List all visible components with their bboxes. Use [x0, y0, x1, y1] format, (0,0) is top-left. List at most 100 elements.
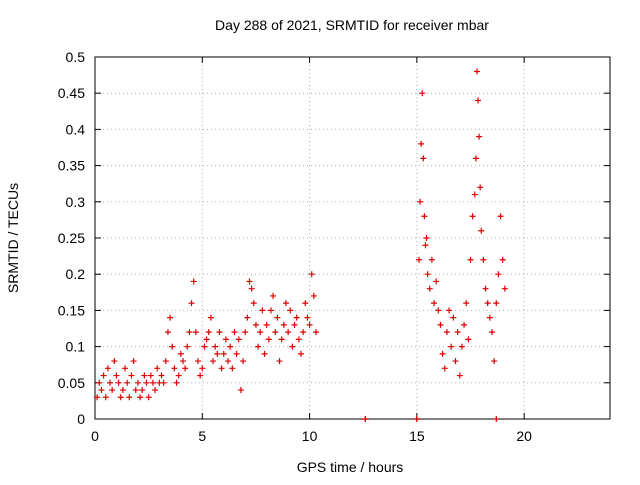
- data-point: [413, 416, 420, 422]
- data-point: [186, 329, 193, 336]
- data-point: [261, 350, 268, 357]
- y-tick-label: 0.35: [58, 158, 85, 174]
- data-point: [423, 235, 430, 241]
- data-point: [248, 285, 255, 292]
- data-point: [190, 278, 197, 285]
- data-point: [477, 184, 484, 191]
- data-point: [246, 278, 253, 285]
- data-point: [197, 372, 204, 379]
- data-point: [154, 365, 161, 372]
- data-point: [240, 358, 247, 365]
- data-point: [428, 256, 435, 263]
- data-point: [237, 387, 244, 394]
- data-point: [259, 307, 266, 314]
- data-point: [270, 292, 277, 299]
- data-point: [456, 372, 463, 379]
- data-point: [424, 271, 431, 278]
- data-point: [278, 336, 285, 343]
- data-point: [448, 343, 455, 350]
- data-point: [137, 394, 144, 401]
- data-point: [302, 300, 309, 307]
- data-point: [102, 394, 109, 401]
- data-point: [158, 372, 165, 379]
- data-point: [433, 278, 440, 285]
- data-point: [192, 329, 199, 336]
- data-point: [289, 343, 296, 350]
- data-point: [167, 314, 174, 321]
- data-point: [287, 307, 294, 314]
- data-point: [476, 133, 483, 140]
- data-point: [435, 307, 442, 314]
- data-point: [203, 336, 210, 343]
- data-point: [179, 358, 186, 365]
- y-tick-label: 0.2: [66, 266, 86, 282]
- data-point: [195, 358, 201, 365]
- data-point: [147, 372, 154, 379]
- data-point: [162, 358, 169, 365]
- grid-layer: [95, 57, 610, 419]
- data-point: [235, 336, 242, 343]
- data-point: [304, 314, 311, 321]
- x-tick-label: 15: [409, 428, 425, 444]
- data-point: [96, 379, 103, 386]
- data-point: [212, 343, 219, 350]
- data-point: [94, 394, 101, 401]
- data-point: [313, 329, 320, 336]
- data-point: [216, 329, 223, 336]
- data-point: [501, 285, 508, 292]
- data-point: [493, 416, 500, 422]
- data-point: [265, 336, 272, 343]
- data-point: [417, 198, 424, 205]
- data-point: [475, 97, 482, 104]
- data-point: [421, 213, 428, 220]
- data-point: [276, 358, 283, 365]
- x-tick-label: 0: [91, 428, 99, 444]
- data-point: [201, 343, 208, 350]
- data-point: [229, 365, 236, 372]
- data-point: [128, 372, 135, 379]
- data-point: [227, 343, 234, 350]
- data-point: [175, 372, 182, 379]
- data-point: [117, 394, 124, 401]
- data-point: [182, 365, 189, 372]
- data-point: [499, 256, 506, 263]
- data-point: [188, 300, 195, 307]
- data-point: [482, 285, 489, 292]
- data-point: [139, 387, 146, 394]
- x-tick-label: 5: [198, 428, 206, 444]
- chart-title: Day 288 of 2021, SRMTID for receiver mba…: [215, 17, 489, 33]
- x-tick-label: 10: [302, 428, 318, 444]
- data-point: [205, 329, 212, 336]
- data-point: [443, 329, 450, 336]
- plot-frame: [94, 56, 611, 420]
- data-point: [225, 358, 232, 365]
- y-tick-label: 0.15: [58, 302, 85, 318]
- data-point: [173, 379, 180, 386]
- data-point: [141, 372, 148, 379]
- data-point: [220, 350, 227, 357]
- data-point: [416, 256, 423, 263]
- data-point: [111, 358, 118, 365]
- data-point: [222, 336, 229, 343]
- data-point: [169, 343, 176, 350]
- data-point: [418, 140, 425, 147]
- data-point: [431, 300, 438, 307]
- data-point: [480, 256, 487, 263]
- data-point: [495, 271, 502, 278]
- data-point: [446, 307, 453, 314]
- data-point: [152, 387, 159, 394]
- data-point: [252, 321, 259, 328]
- x-axis-label: GPS time / hours: [297, 459, 404, 475]
- y-tick-label: 0.4: [66, 121, 86, 137]
- data-point: [143, 379, 150, 386]
- data-point: [285, 329, 292, 336]
- data-point: [467, 256, 474, 263]
- data-point: [122, 365, 129, 372]
- data-point: [263, 321, 270, 328]
- data-point: [497, 213, 504, 220]
- data-point: [419, 90, 426, 97]
- data-point: [231, 329, 238, 336]
- data-point: [207, 314, 214, 321]
- data-point: [478, 227, 485, 234]
